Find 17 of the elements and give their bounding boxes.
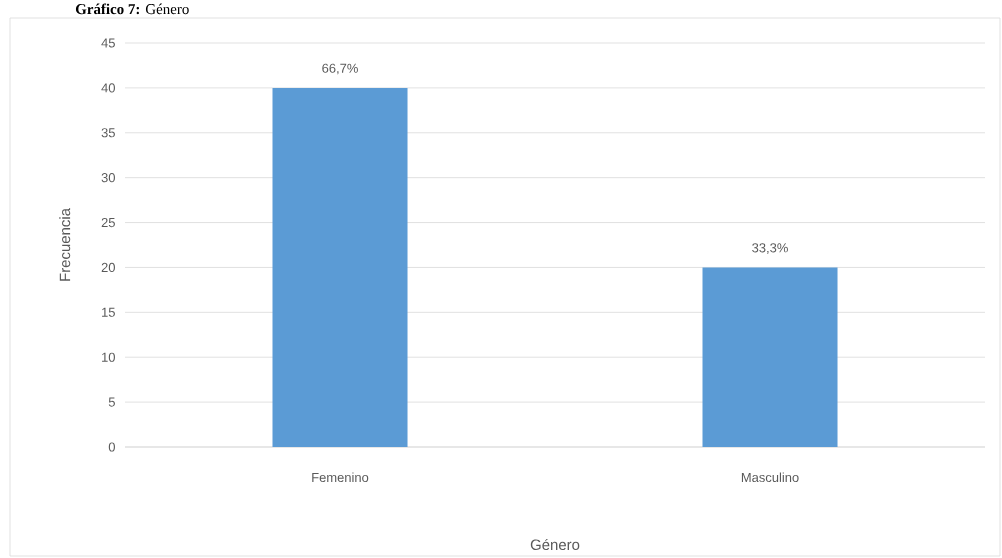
y-tick-label: 10 xyxy=(102,352,115,362)
y-tick-label: 5 xyxy=(108,397,115,407)
y-tick-label: 20 xyxy=(101,262,115,273)
x-tick-label: Femenino xyxy=(312,472,369,483)
y-tick-label: 45 xyxy=(101,38,115,48)
y-axis-title: Frecuencia xyxy=(59,208,71,281)
y-tick-label: 30 xyxy=(101,173,115,183)
x-tick-label: Masculino xyxy=(741,472,799,483)
y-tick-label: 0 xyxy=(108,442,115,452)
y-tick-label: 15 xyxy=(102,307,115,317)
annotation: 33,3% xyxy=(752,243,788,254)
y-tick-label: 25 xyxy=(101,217,115,228)
y-tick-label: 35 xyxy=(101,128,115,138)
annotation: 66,7% xyxy=(322,63,358,75)
x-axis-title: Género xyxy=(530,538,580,551)
y-tick-label: 40 xyxy=(101,83,115,93)
chart-title: Gráfico 7: Género xyxy=(75,3,189,15)
